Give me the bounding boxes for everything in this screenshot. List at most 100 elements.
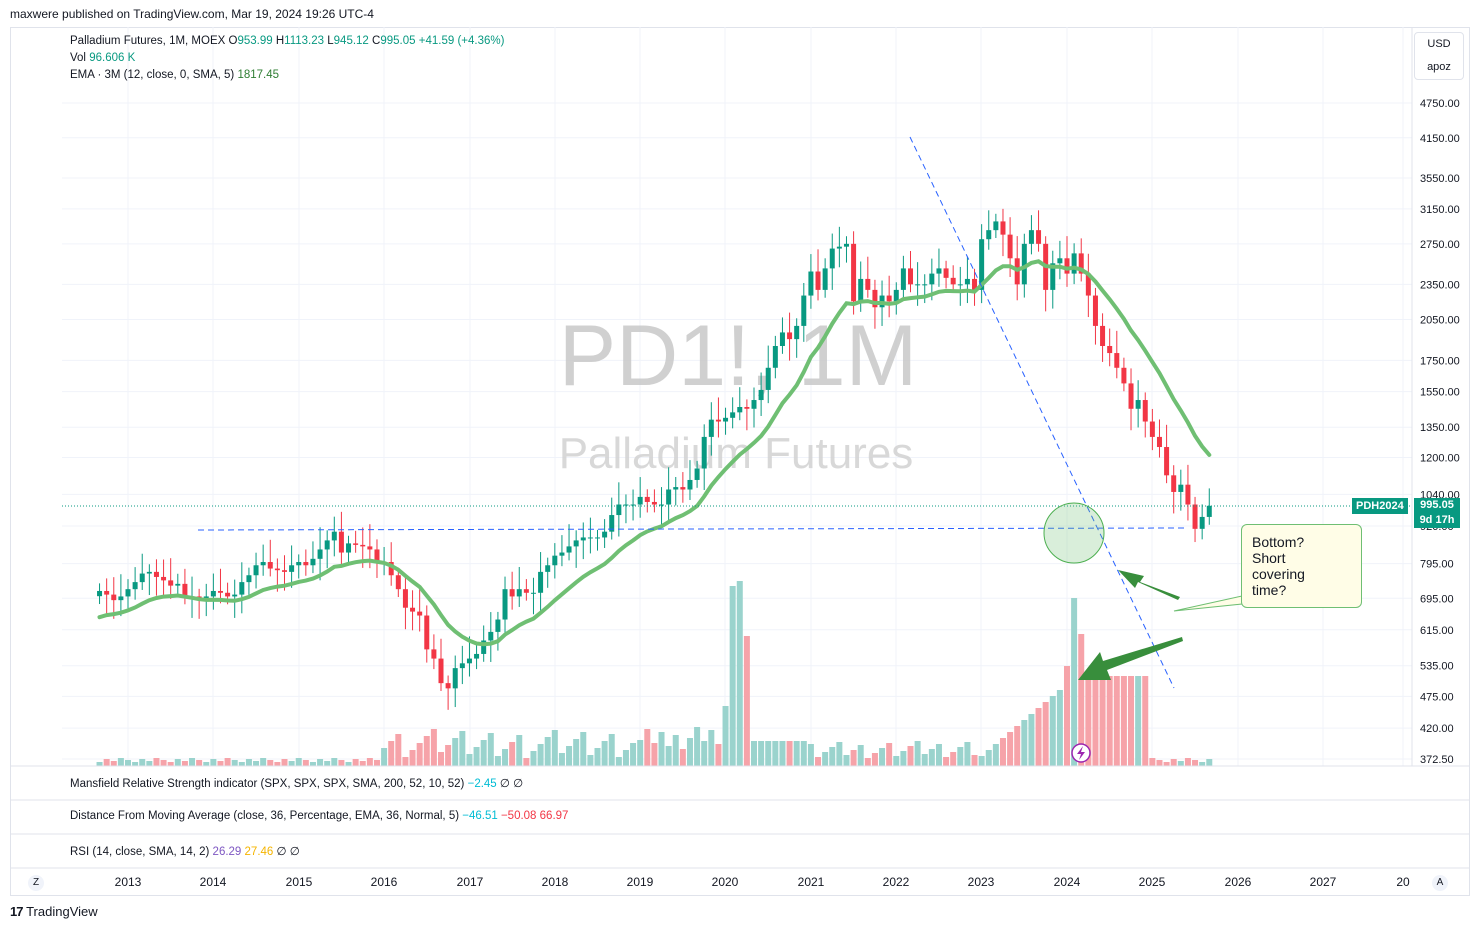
volume-bar <box>331 758 338 766</box>
volume-bar <box>473 747 480 766</box>
candle-body <box>587 537 593 539</box>
volume-bar <box>1184 758 1191 766</box>
candle-body <box>118 596 124 601</box>
candle-body <box>374 549 380 563</box>
candle-body <box>644 496 650 502</box>
volume-bar <box>160 760 167 766</box>
candle-body <box>979 239 985 290</box>
candle-body <box>452 668 458 689</box>
currency-label[interactable]: USD <box>1427 38 1451 50</box>
candle-body <box>495 619 501 632</box>
candle-body <box>1078 253 1084 274</box>
volume-bar <box>793 741 800 766</box>
mansfield-pane-label[interactable]: Mansfield Relative Strength indicator (S… <box>70 778 524 790</box>
volume-bar <box>544 737 551 766</box>
candle-body <box>815 271 821 290</box>
candle-body <box>730 412 736 418</box>
volume-bar <box>238 762 245 766</box>
volume-bar <box>1149 758 1156 766</box>
candle-body <box>1185 484 1191 505</box>
y-tick-label: 3550.00 <box>1420 173 1460 185</box>
volume-bar <box>189 758 196 766</box>
candle-body <box>872 289 878 308</box>
candle-body <box>886 295 892 302</box>
candle-body <box>360 544 366 547</box>
candle-body <box>1128 383 1134 409</box>
watermark-symbol: PD1!, 1M <box>559 308 917 404</box>
volume-bar <box>231 760 238 766</box>
zoom-button[interactable]: Z <box>28 875 44 891</box>
volume-bars <box>96 581 1213 766</box>
x-tick-label: 2015 <box>286 875 313 889</box>
candle-body <box>324 540 330 550</box>
volume-bar <box>857 745 864 766</box>
x-tick-label: 2025 <box>1139 875 1166 889</box>
y-tick-label: 1550.00 <box>1420 387 1460 399</box>
watermark-name: Palladium Futures <box>559 429 914 478</box>
candle-body <box>765 367 771 390</box>
volume-bar <box>829 747 836 766</box>
volume-bar <box>103 759 110 766</box>
candle-body <box>161 576 167 581</box>
y-tick-label: 475.00 <box>1420 691 1454 703</box>
x-tick-label: 2013 <box>115 875 142 889</box>
volume-bar <box>1142 676 1149 766</box>
scale-mode-label[interactable]: apoz <box>1427 61 1451 73</box>
candle-body <box>1114 353 1120 368</box>
candle-body <box>1050 263 1056 290</box>
candle-body <box>232 594 238 597</box>
volume-bar <box>345 762 352 766</box>
volume-bar <box>1113 676 1120 766</box>
volume-bar <box>1049 696 1056 766</box>
currency-selector[interactable]: USD apoz <box>1414 32 1464 80</box>
volume-bar <box>644 729 651 766</box>
candle-body <box>1178 484 1184 492</box>
candle-body <box>1021 243 1027 285</box>
auto-scale-button[interactable]: A <box>1432 875 1448 891</box>
symbol-price-tag: PDH2024 <box>1352 498 1408 514</box>
volume-bar <box>366 758 373 766</box>
volume-bar <box>260 758 267 766</box>
volume-bar <box>580 732 587 766</box>
volume-bar <box>1106 676 1113 766</box>
volume-bar <box>921 754 928 766</box>
candle-body <box>217 590 223 593</box>
candle-body <box>431 649 437 659</box>
candle-body <box>1199 516 1205 529</box>
note-callout[interactable]: Bottom? Short covering time? <box>1241 524 1362 608</box>
volume-bar <box>807 744 814 766</box>
volume-bar <box>822 752 829 766</box>
volume-bar <box>658 732 665 766</box>
volume-bar <box>850 750 857 766</box>
volume-bar <box>217 761 224 766</box>
candle-body <box>367 546 373 550</box>
candle-body <box>1007 234 1013 259</box>
candle-body <box>708 419 714 437</box>
volume-bar <box>537 744 544 766</box>
y-tick-label: 535.00 <box>1420 661 1454 673</box>
y-tick-label: 2350.00 <box>1420 279 1460 291</box>
volume-bar <box>864 758 871 766</box>
candle-body <box>687 479 693 490</box>
volume-bar <box>338 760 345 766</box>
volume-bar <box>1128 676 1135 766</box>
volume-bar <box>1092 676 1099 766</box>
x-tick-label: 2024 <box>1054 875 1081 889</box>
volume-bar <box>686 738 693 766</box>
bottom-circle <box>1043 502 1105 564</box>
distance-pane-label[interactable]: Distance From Moving Average (close, 36,… <box>70 810 569 822</box>
candle-body <box>559 552 565 556</box>
volume-bar <box>1071 598 1078 766</box>
legend-ohlc: Palladium Futures, 1M, MOEX O953.99 H111… <box>70 35 505 47</box>
volume-bar <box>672 735 679 766</box>
ema-line <box>97 259 1212 647</box>
rsi-pane-label[interactable]: RSI (14, close, SMA, 14, 2) 26.29 27.46 … <box>70 846 300 858</box>
volume-bar <box>879 748 886 766</box>
candle-body <box>132 582 138 590</box>
arrow-upper <box>1118 570 1180 600</box>
volume-bar <box>573 739 580 766</box>
volume-bar <box>274 762 281 766</box>
volume-bar <box>125 760 131 766</box>
candle-body <box>580 537 586 541</box>
